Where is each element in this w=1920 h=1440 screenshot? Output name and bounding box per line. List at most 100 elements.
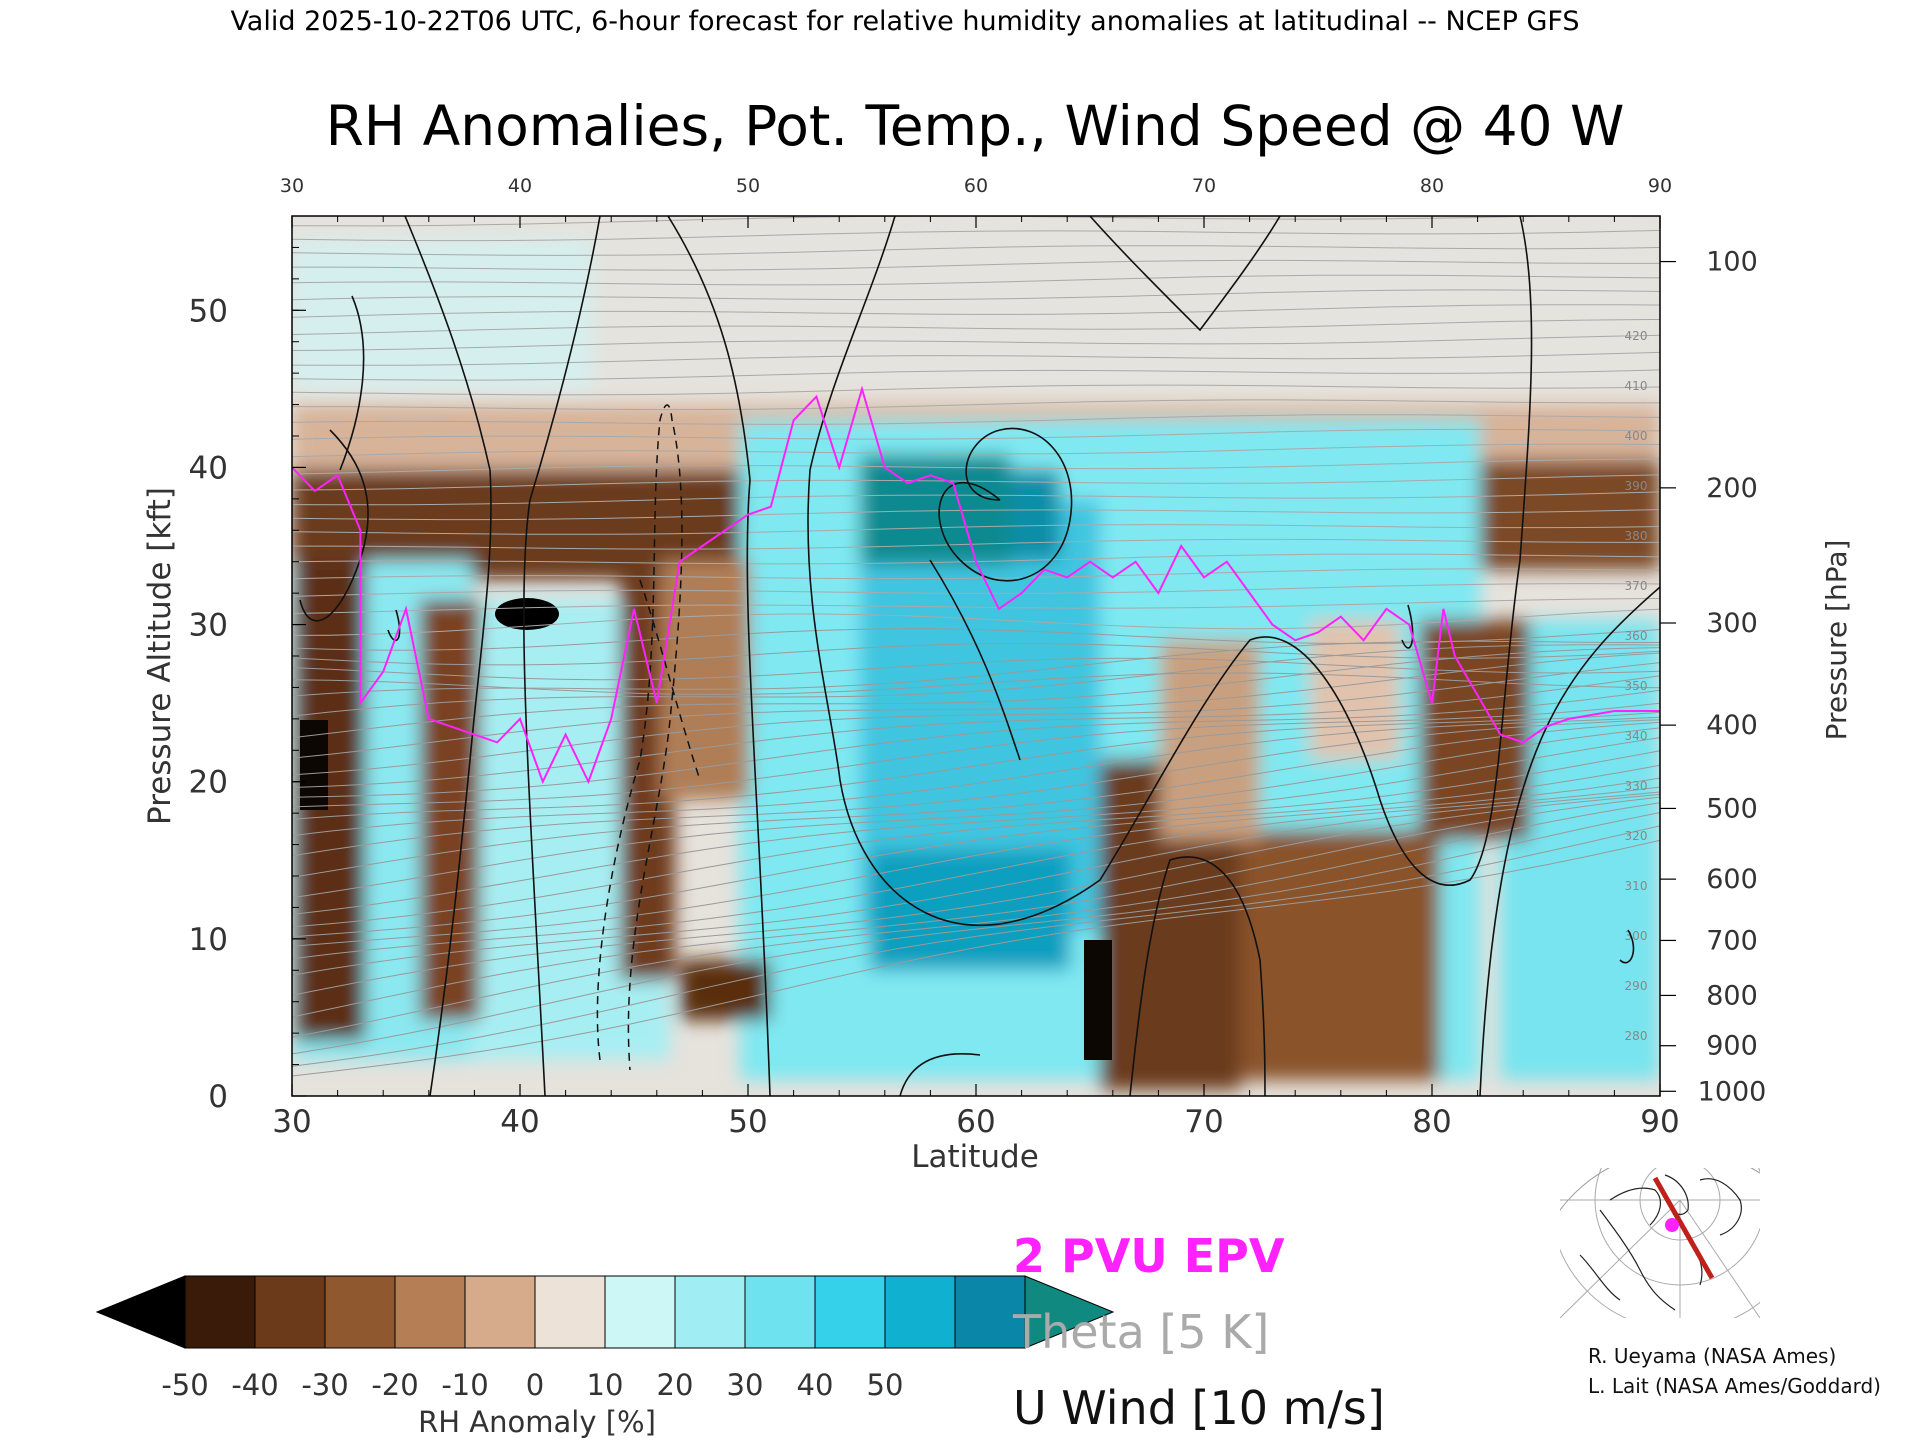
x-tick-label: 40: [500, 1104, 539, 1140]
x-axis-top: 30 40 50 60 70 80 90: [280, 175, 1672, 228]
uwind-negative-contours: [596, 404, 701, 1071]
colorbar-box: [884, 1275, 956, 1349]
theta-contour-line: [292, 662, 1660, 776]
plot-area: 2802903003103203303403503603703803904004…: [292, 196, 1660, 1096]
x-top-tick-label: 90: [1648, 175, 1672, 197]
inset-map: [1560, 1168, 1760, 1318]
pressure-tick-label: 400: [1706, 710, 1758, 741]
rh-min-column-east: [1084, 940, 1112, 1060]
x-top-tick-label: 60: [964, 175, 988, 197]
theta-contour-line: [292, 509, 1660, 521]
x-top-tick-label: 40: [508, 175, 532, 197]
theta-contour-line: [292, 524, 1660, 535]
theta-contour-line: [292, 702, 1660, 808]
y-axis-label: Pressure Altitude [kft]: [142, 487, 178, 825]
theta-contour-line: [292, 608, 1660, 636]
chart-title: RH Anomalies, Pot. Temp., Wind Speed @ 4…: [326, 94, 1625, 158]
colorbar-tick-label: 30: [727, 1368, 764, 1402]
y-tick-label: 20: [189, 765, 228, 801]
theta-contour-line: [292, 351, 1660, 366]
colorbar: -50 -40 -30 -20 -10 0 10 20 30 40 50 RH Anomaly [%…: [95, 1275, 1115, 1439]
theta-contour-line: [292, 647, 1660, 739]
epv-2pvu-line: [292, 385, 1660, 785]
x-axis-label: Latitude: [911, 1139, 1039, 1175]
theta-contour-line: [292, 727, 1660, 899]
theta-level-label: 370: [1625, 579, 1648, 593]
colorbar-min-arrow: [95, 1275, 186, 1349]
theta-contour-line: [292, 711, 1660, 820]
theta-contour-line: [292, 196, 1660, 211]
colorbar-max-arrow: [1024, 1275, 1115, 1349]
theta-contour-line: [292, 428, 1660, 440]
y-tick-label: 50: [189, 293, 228, 329]
theta-level-label: 360: [1625, 629, 1648, 643]
theta-contour-line: [292, 414, 1660, 425]
theta-contour-line: [292, 229, 1660, 242]
colorbar-tick-label: -10: [441, 1368, 488, 1402]
colorbar-box: [184, 1275, 256, 1349]
credit-line-2: L. Lait (NASA Ames/Goddard): [1588, 1374, 1881, 1398]
legend-theta: Theta [5 K]: [1012, 1305, 1269, 1359]
theta-level-label: 410: [1625, 379, 1648, 393]
colorbar-tick-label: -20: [371, 1368, 418, 1402]
inset-location-dot: [1665, 1218, 1679, 1232]
colorbar-tick-label: 0: [526, 1368, 544, 1402]
colorbar-label: RH Anomaly [%]: [418, 1405, 656, 1439]
colorbar-tick-label: 40: [797, 1368, 834, 1402]
credit-line-1: R. Ueyama (NASA Ames): [1588, 1344, 1836, 1368]
colorbar-box: [954, 1275, 1026, 1349]
theta-contour-line: [292, 334, 1660, 351]
y-tick-label: 40: [189, 450, 228, 486]
theta-contour-line: [292, 802, 1660, 1038]
colorbar-box: [534, 1275, 606, 1349]
theta-level-label: 320: [1625, 829, 1648, 843]
pressure-tick-label: 500: [1706, 793, 1758, 824]
theta-contour-line: [292, 716, 1660, 837]
theta-contour-line: [292, 791, 1660, 976]
x-top-tick-label: 80: [1420, 175, 1444, 197]
colorbar-box: [604, 1275, 676, 1349]
theta-contour-line: [292, 689, 1660, 798]
theta-level-label: 330: [1625, 779, 1648, 793]
rh-min-core: [495, 598, 559, 630]
theta-level-label: 400: [1625, 429, 1648, 443]
x-top-tick-label: 50: [736, 175, 760, 197]
x-tick-label: 90: [1640, 1104, 1679, 1140]
x-top-tick-label: 70: [1192, 175, 1216, 197]
theta-contour-line: [292, 839, 1660, 1077]
theta-contour-line: [292, 750, 1660, 928]
colorbar-box: [394, 1275, 466, 1349]
theta-contour-line: [292, 443, 1660, 458]
theta-contour-line: [292, 568, 1660, 580]
inset-cross-section-track: [1652, 1176, 1715, 1280]
x-axis-bottom: 30 40 50 60 70 80 90: [272, 1084, 1680, 1140]
theta-contour-line: [292, 399, 1660, 411]
x-tick-label: 60: [956, 1104, 995, 1140]
theta-level-label: 390: [1625, 479, 1648, 493]
theta-contour-line: [292, 259, 1660, 271]
theta-level-label: 420: [1625, 329, 1648, 343]
theta-contour-line: [292, 583, 1660, 597]
colorbar-box: [464, 1275, 536, 1349]
theta-contour-line: [292, 319, 1660, 335]
x-top-tick-label: 30: [280, 175, 304, 197]
theta-contour-line: [292, 458, 1660, 475]
pressure-tick-label: 800: [1706, 980, 1758, 1011]
y-tick-label: 10: [189, 922, 228, 958]
pressure-tick-label: 600: [1706, 864, 1758, 895]
theta-contour-line: [292, 628, 1660, 651]
colorbar-box: [254, 1275, 326, 1349]
theta-contour-line: [292, 384, 1660, 396]
y-axis-left: 0 10 20 30 40 50: [189, 246, 306, 1115]
theta-contour-line: [292, 764, 1660, 938]
colorbar-tick-label: -40: [231, 1368, 278, 1402]
pressure-tick-label: 300: [1706, 608, 1758, 639]
pressure-tick-label: 200: [1706, 473, 1758, 504]
pressure-tick-label: 100: [1706, 247, 1758, 278]
theta-contour-line: [292, 289, 1660, 301]
theta-contour-line: [292, 719, 1660, 857]
theta-contour-line: [292, 491, 1660, 506]
pressure-tick-label: 700: [1706, 925, 1758, 956]
y-tick-label: 0: [208, 1079, 228, 1115]
